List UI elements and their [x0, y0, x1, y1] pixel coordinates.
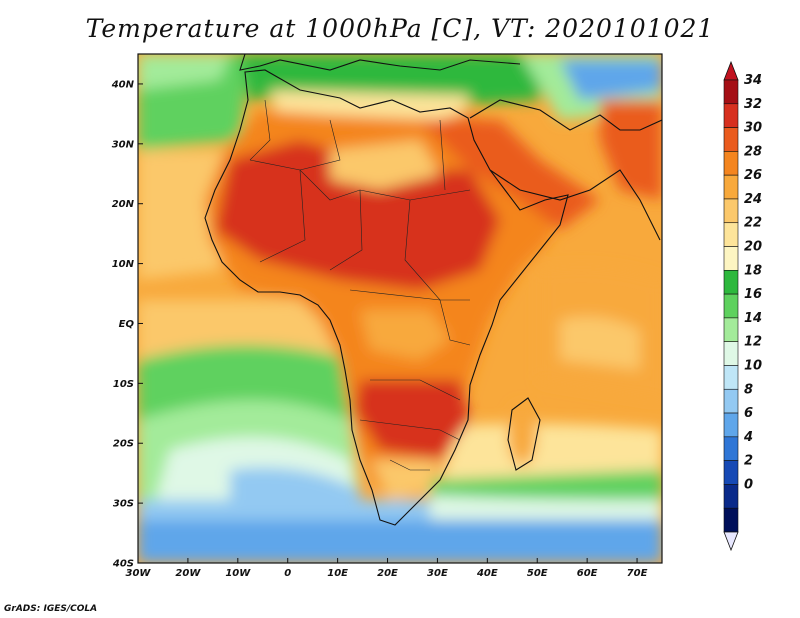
colorbar-swatch [723, 174, 739, 200]
lon-label: 10W [225, 568, 251, 579]
page-title: Temperature at 1000hPa [C], VT: 20201010… [85, 14, 715, 43]
border-line [329, 189, 363, 271]
lon-label: 70E [627, 568, 648, 579]
ocean-band [430, 495, 662, 520]
colorbar-label: 32 [744, 97, 762, 112]
plot-frame [137, 53, 663, 564]
colorbar-swatch [723, 222, 739, 247]
colorbar-label: 8 [744, 382, 753, 397]
lon-label: 0 [284, 568, 291, 579]
colorbar-swatch [723, 317, 739, 342]
border-line [249, 99, 271, 161]
colorbar-swatch [723, 198, 739, 224]
lat-label: 20S [113, 439, 134, 450]
lat-label: 30N [112, 139, 135, 150]
border-line [249, 159, 471, 201]
ocean-band [138, 54, 230, 90]
coastlines [204, 54, 662, 526]
border-line [299, 119, 341, 171]
lon-label: 20E [377, 568, 398, 579]
colorbar-label: 20 [744, 240, 762, 255]
colorbar-swatch [723, 484, 739, 509]
colorbar-label: 34 [744, 73, 762, 88]
arabia-coastline [489, 169, 661, 241]
colorbar-label: 30 [744, 121, 762, 136]
lon-label: 50E [527, 568, 548, 579]
colorbar-label: 12 [744, 335, 762, 350]
colorbar-label: 4 [743, 430, 753, 445]
land-band [508, 405, 536, 465]
colorbar-swatch [723, 246, 739, 271]
colorbar-swatch [723, 270, 739, 295]
colorbar-swatch [723, 341, 739, 366]
border-line [370, 379, 461, 401]
colorbar-swatch [723, 412, 739, 438]
lon-label: 30W [126, 568, 152, 579]
colorbar-label: 26 [744, 168, 762, 183]
border-line [404, 199, 470, 301]
colorbar-label: 22 [744, 216, 762, 231]
ocean-band [138, 150, 230, 280]
border-line [359, 419, 461, 441]
lat-label: 10N [112, 259, 135, 270]
colorbar-bottom-arrow [723, 531, 739, 552]
ocean-band [230, 467, 360, 520]
colorbar-label: 0 [744, 477, 753, 492]
ocean-band [560, 316, 640, 370]
lat-label: 40S [112, 559, 134, 570]
country-borders [249, 99, 471, 471]
border-line [389, 459, 430, 471]
land-band [360, 310, 450, 360]
colorbar-top-arrow [723, 60, 739, 81]
colorbar-label: 14 [744, 311, 762, 326]
madagascar-coastline [507, 397, 541, 471]
colorbar-swatch [723, 151, 739, 176]
colorbar-label: 2 [744, 454, 753, 469]
temperature-field [138, 54, 662, 563]
land-band [330, 140, 440, 190]
lat-label: EQ [119, 319, 135, 330]
ocean-band [440, 423, 662, 480]
colorbar-swatch [723, 507, 739, 533]
lon-label: 40E [476, 568, 498, 579]
colorbar-label: 6 [744, 406, 753, 421]
axis-ticks [137, 83, 638, 564]
colorbar-swatch [723, 365, 739, 390]
colorbar-label: 16 [744, 287, 762, 302]
lon-label: 30E [427, 568, 448, 579]
colorbar-label: 10 [744, 358, 762, 373]
colorbar-swatch [723, 127, 739, 152]
ocean-band [138, 520, 662, 563]
lon-label: 60E [577, 568, 598, 579]
colorbar-swatch [723, 79, 739, 105]
border-line [439, 119, 446, 191]
asia-coastline [469, 99, 662, 131]
lon-label: 20W [175, 568, 201, 579]
colorbar-label: 24 [744, 192, 762, 207]
europe-coastline [239, 54, 521, 71]
land-hot-field [355, 380, 470, 460]
colorbar-label: 18 [744, 263, 762, 278]
colorbar-swatch [723, 388, 739, 414]
lon-label: 10E [327, 568, 348, 579]
colorbar-swatch [723, 293, 739, 319]
land-band [420, 120, 600, 230]
colorbar-swatch [723, 460, 739, 485]
land-band [600, 100, 662, 200]
lat-label: 10S [113, 379, 134, 390]
colorbar-label: 28 [744, 144, 762, 159]
colorbar-swatch [723, 436, 739, 461]
lat-label: 20N [112, 199, 135, 210]
lat-label: 40N [111, 79, 135, 90]
border-line [259, 169, 306, 263]
ocean-band [560, 60, 662, 100]
lat-label: 30S [113, 499, 134, 510]
border-line [349, 289, 471, 346]
africa-coastline [204, 69, 569, 526]
colorbar-swatch [723, 103, 739, 128]
credit-text: GrADS: IGES/COLA [4, 604, 98, 614]
